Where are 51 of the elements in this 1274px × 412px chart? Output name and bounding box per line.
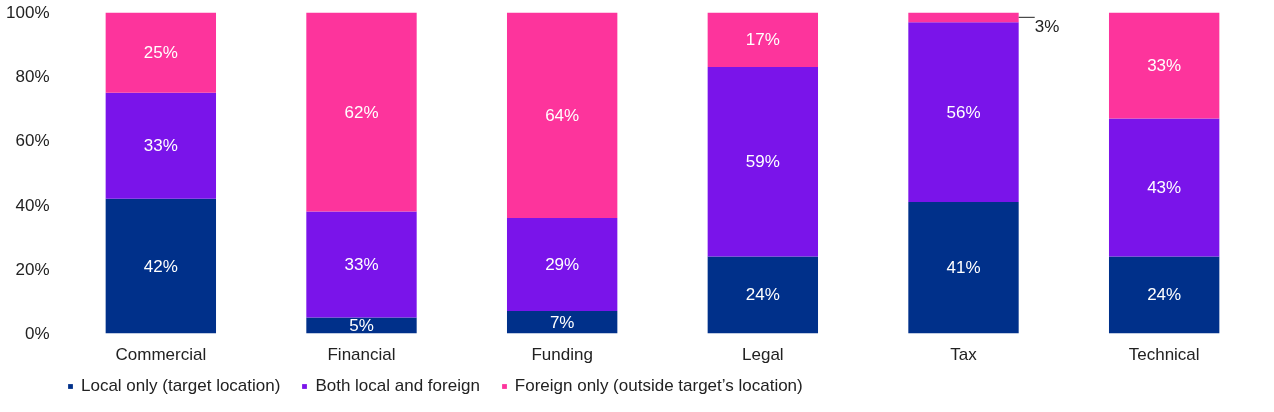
bar: [908, 12, 1019, 23]
data-label: 33%: [143, 136, 178, 156]
bar: [306, 317, 417, 334]
y-tick-label: 100%: [6, 3, 50, 22]
y-tick-label: 40%: [15, 195, 50, 215]
bar: [1108, 118, 1220, 257]
x-tick-label: Technical: [1128, 344, 1200, 364]
data-label: 42%: [143, 256, 178, 276]
data-label: 25%: [143, 43, 178, 63]
bar: [908, 22, 1019, 202]
data-label: 56%: [946, 102, 981, 122]
data-label: 29%: [545, 254, 580, 274]
x-tick-label: Legal: [742, 344, 784, 364]
bar: [306, 12, 417, 212]
data-label: 59%: [745, 152, 780, 172]
bar: [506, 217, 618, 312]
legend-label: Foreign only (outside target’s location): [514, 376, 803, 396]
y-tick-label: 80%: [15, 67, 50, 87]
bar: [105, 12, 217, 93]
data-label: 3%: [1034, 17, 1060, 37]
data-label: 43%: [1147, 177, 1182, 197]
data-label: 64%: [545, 105, 580, 125]
legend-label: Local only (target location): [81, 376, 281, 396]
legend-label: Both local and foreign: [315, 376, 480, 396]
data-label: 7%: [549, 312, 575, 332]
bar: [1108, 256, 1220, 334]
data-label: 33%: [344, 254, 379, 274]
data-label: 62%: [344, 102, 379, 122]
data-label: 17%: [745, 30, 780, 50]
bar: [1108, 12, 1220, 119]
y-tick-label: 60%: [15, 131, 50, 151]
bar: [707, 256, 819, 334]
data-label: 41%: [946, 258, 981, 278]
y-tick-label: 0%: [24, 324, 50, 343]
bar: [105, 92, 217, 199]
y-tick-label: 20%: [15, 259, 50, 279]
x-tick-label: Financial: [327, 344, 396, 364]
bar: [707, 12, 819, 68]
data-label: 24%: [1147, 285, 1182, 305]
x-tick-label: Commercial: [115, 344, 207, 364]
bar: [707, 67, 819, 257]
data-label: 5%: [349, 315, 374, 335]
data-label: 33%: [1147, 55, 1182, 75]
x-tick-label: Funding: [531, 344, 593, 364]
bar: [506, 311, 618, 334]
x-tick-label: Tax: [950, 344, 978, 364]
bar: [105, 198, 217, 334]
bar: [908, 201, 1019, 334]
bar: [306, 211, 417, 318]
data-label: 24%: [745, 285, 780, 305]
bar: [506, 12, 618, 218]
